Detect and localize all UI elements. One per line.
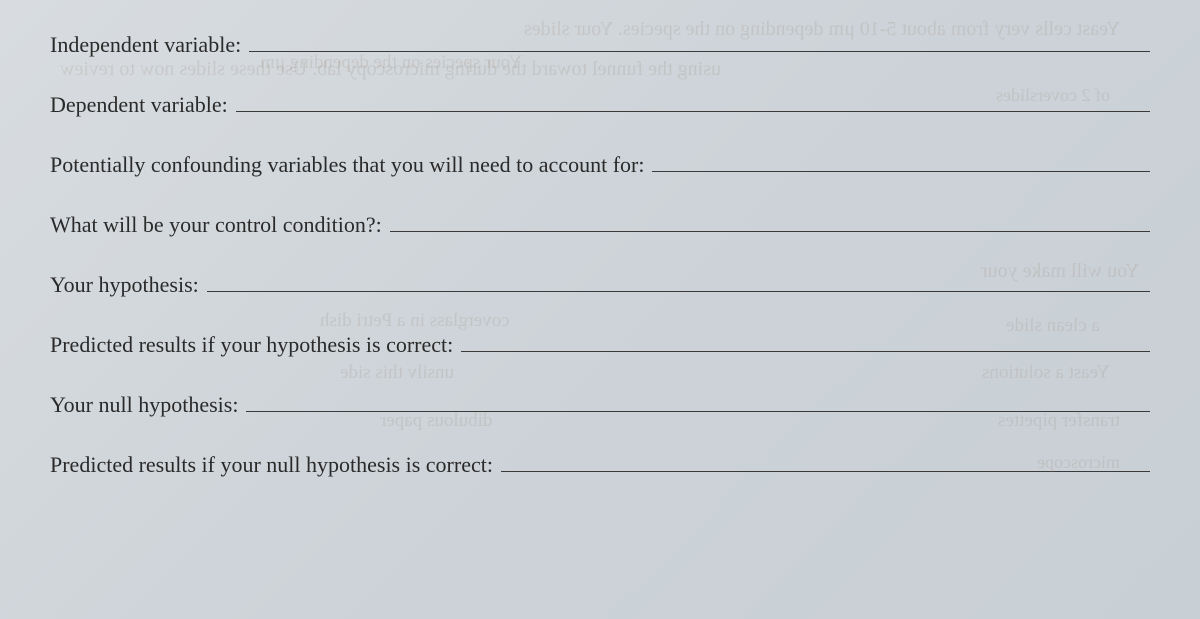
label-predicted-null-results: Predicted results if your null hypothesi… (50, 452, 493, 478)
label-independent-variable: Independent variable: (50, 32, 241, 58)
label-hypothesis: Your hypothesis: (50, 272, 199, 298)
blank-line[interactable] (461, 330, 1150, 352)
blank-line[interactable] (246, 390, 1150, 412)
form-row-predicted-results: Predicted results if your hypothesis is … (50, 330, 1150, 358)
form-row-null-hypothesis: Your null hypothesis: (50, 390, 1150, 418)
form-row-independent-variable: Independent variable: (50, 30, 1150, 58)
label-null-hypothesis: Your null hypothesis: (50, 392, 238, 418)
form-row-hypothesis: Your hypothesis: (50, 270, 1150, 298)
label-confounding-variables: Potentially confounding variables that y… (50, 152, 644, 178)
blank-line[interactable] (390, 210, 1150, 232)
blank-line[interactable] (501, 450, 1150, 472)
worksheet-form: Independent variable: Dependent variable… (50, 30, 1150, 478)
blank-line[interactable] (207, 270, 1150, 292)
form-row-predicted-null-results: Predicted results if your null hypothesi… (50, 450, 1150, 478)
blank-line[interactable] (652, 150, 1150, 172)
form-row-control-condition: What will be your control condition?: (50, 210, 1150, 238)
form-row-dependent-variable: Dependent variable: (50, 90, 1150, 118)
label-dependent-variable: Dependent variable: (50, 92, 228, 118)
form-row-confounding-variables: Potentially confounding variables that y… (50, 150, 1150, 178)
blank-line[interactable] (236, 90, 1150, 112)
label-predicted-results: Predicted results if your hypothesis is … (50, 332, 453, 358)
blank-line[interactable] (249, 30, 1150, 52)
label-control-condition: What will be your control condition?: (50, 212, 382, 238)
